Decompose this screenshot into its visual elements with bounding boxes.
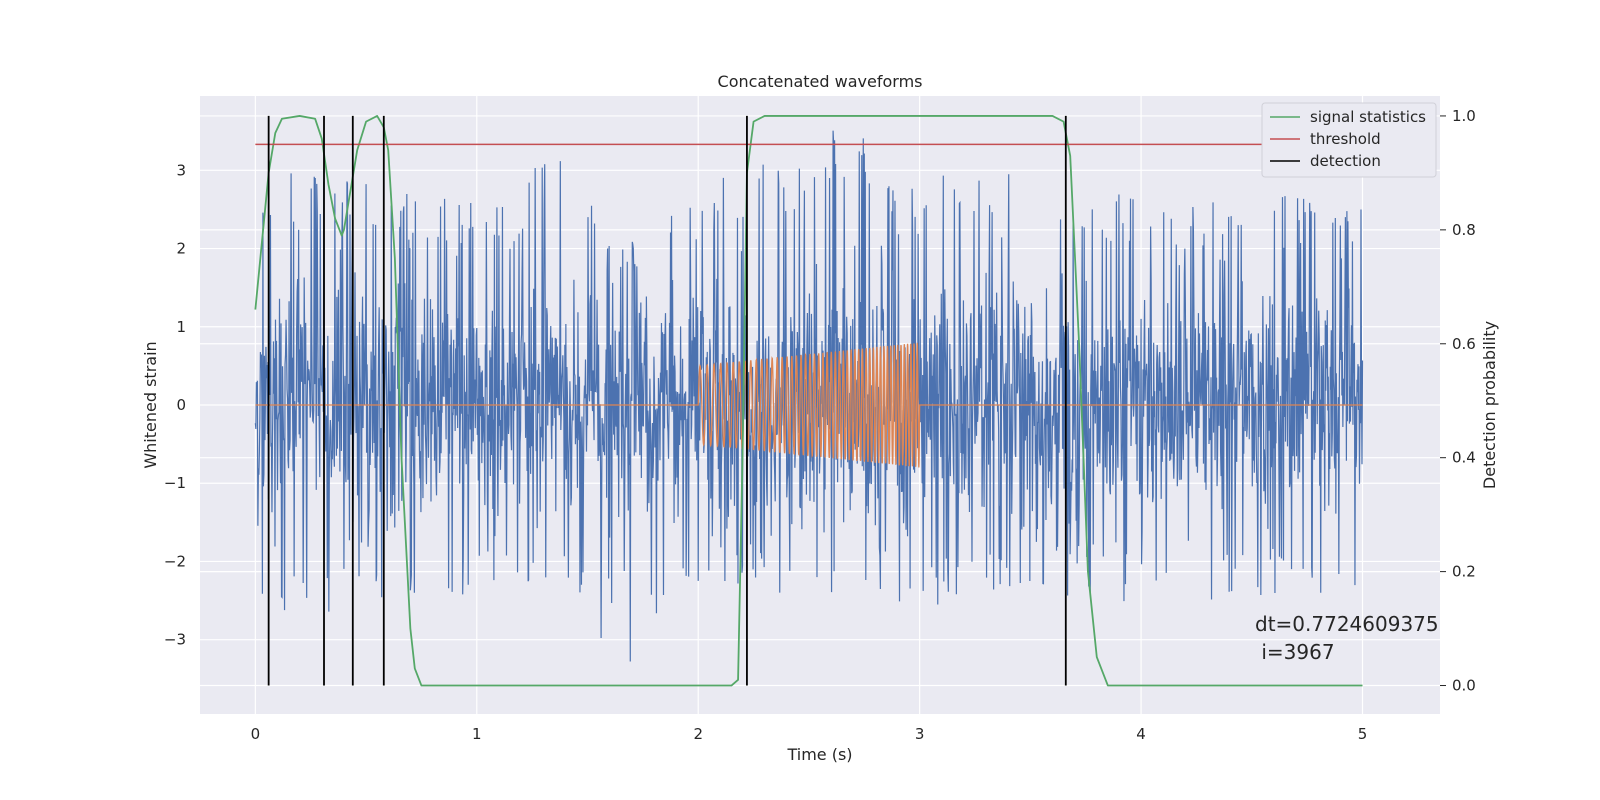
x-tick-label: 5 (1358, 725, 1368, 743)
legend-label-detection: detection (1310, 152, 1381, 170)
y2-tick-label: 0.0 (1452, 677, 1476, 695)
y2-tick-label: 0.2 (1452, 563, 1476, 581)
y2-tick-label: 0.4 (1452, 449, 1476, 467)
y-axis-label: Whitened strain (141, 341, 160, 468)
x-tick-label: 0 (251, 725, 261, 743)
strain-series (254, 130, 1364, 662)
y-tick-label: −3 (164, 631, 186, 649)
strain-line (254, 130, 1364, 662)
annotation-i: i=3967 (1255, 640, 1335, 664)
legend: signal statistics threshold detection (1261, 102, 1437, 178)
x-tick-label: 1 (472, 725, 482, 743)
signal-statistics-line (254, 115, 1363, 687)
y-tick-label: −2 (164, 552, 186, 570)
y-tick-label: 3 (176, 161, 186, 179)
x-tick-label: 4 (1136, 725, 1146, 743)
annotation-dt: dt=0.7724609375 (1255, 612, 1439, 636)
y2-tick-label: 0.6 (1452, 335, 1476, 353)
legend-label-signal-statistics: signal statistics (1310, 108, 1426, 126)
injected-waveform-line (255, 342, 1363, 468)
x-tick-label: 3 (915, 725, 925, 743)
legend-box (1261, 102, 1437, 178)
y-tick-label: 1 (176, 318, 186, 336)
x-axis-label: Time (s) (786, 745, 852, 764)
y-axis-ticks: −3 −2 −1 0 1 2 3 (164, 161, 186, 648)
y-tick-label: −1 (164, 474, 186, 492)
y-tick-label: 0 (176, 396, 186, 414)
x-tick-label: 2 (693, 725, 703, 743)
injected-waveform-series (255, 342, 1363, 468)
right-axis-series (254, 115, 1363, 687)
chart-title: Concatenated waveforms (718, 72, 923, 91)
legend-label-threshold: threshold (1310, 130, 1381, 148)
y2-tick-label: 1.0 (1452, 107, 1476, 125)
y2-axis-ticks: 0.0 0.2 0.4 0.6 0.8 1.0 (1440, 107, 1476, 695)
x-axis-ticks: 0 1 2 3 4 5 (251, 725, 1368, 743)
y-tick-label: 2 (176, 240, 186, 258)
y2-axis-label: Detection probability (1480, 321, 1499, 489)
y2-tick-label: 0.8 (1452, 221, 1476, 239)
